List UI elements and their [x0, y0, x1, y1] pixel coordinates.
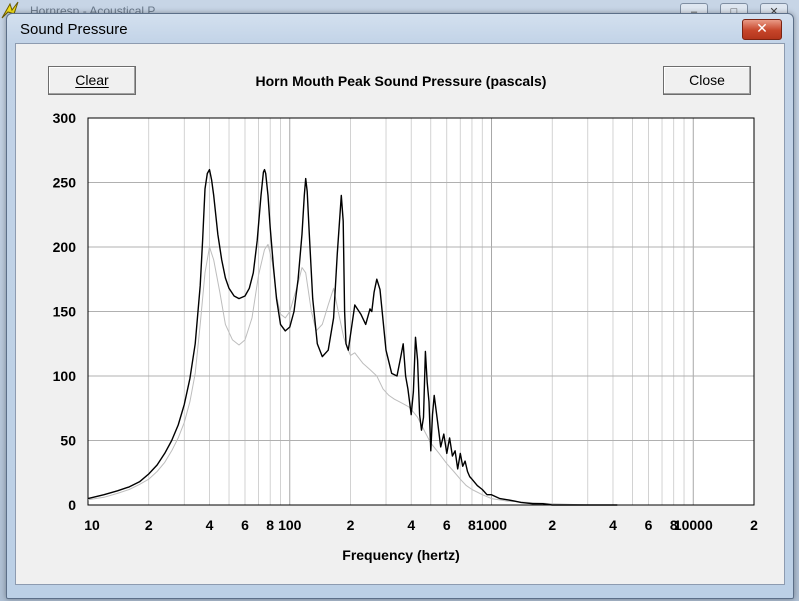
chart-title: Horn Mouth Peak Sound Pressure (pascals) [255, 73, 547, 89]
close-button[interactable]: Close [663, 66, 751, 95]
x-tick-label: 8 [468, 517, 476, 533]
x-tick-label: 6 [241, 517, 249, 533]
x-tick-label: 10000 [674, 517, 713, 533]
x-tick-label: 6 [443, 517, 451, 533]
x-tick-label: 2 [548, 517, 556, 533]
x-axis-label: Frequency (hertz) [342, 547, 459, 563]
dialog-client-area: Clear Horn Mouth Peak Sound Pressure (pa… [15, 43, 785, 585]
x-tick-label: 4 [206, 517, 214, 533]
y-tick-label: 150 [53, 304, 77, 320]
clear-button[interactable]: Clear [48, 66, 136, 95]
y-tick-label: 0 [68, 497, 76, 513]
x-tick-label: 8 [266, 517, 274, 533]
plot-border [87, 117, 755, 506]
y-tick-label: 200 [53, 239, 77, 255]
x-tick-label: 2 [145, 517, 153, 533]
dialog-title: Sound Pressure [20, 21, 128, 38]
x-tick-label: 100 [278, 517, 302, 533]
x-tick-label: 1000 [476, 517, 507, 533]
x-tick-label: 2 [347, 517, 355, 533]
y-tick-label: 100 [53, 368, 77, 384]
clear-button-label: Clear [75, 72, 109, 88]
y-tick-label: 50 [60, 433, 76, 449]
x-tick-label: 10 [84, 517, 100, 533]
series-line-main [87, 168, 618, 506]
y-tick-label: 250 [53, 175, 77, 191]
close-icon[interactable]: ✕ [742, 19, 782, 40]
x-tick-label: 4 [609, 517, 617, 533]
y-tick-label: 300 [53, 110, 77, 126]
x-tick-label: 2 [750, 517, 758, 533]
x-tick-label: 8 [670, 517, 678, 533]
x-tick-label: 4 [407, 517, 415, 533]
sound-pressure-dialog: Sound Pressure ✕ Clear Horn Mouth Peak S… [6, 13, 794, 599]
x-tick-label: 6 [645, 517, 653, 533]
